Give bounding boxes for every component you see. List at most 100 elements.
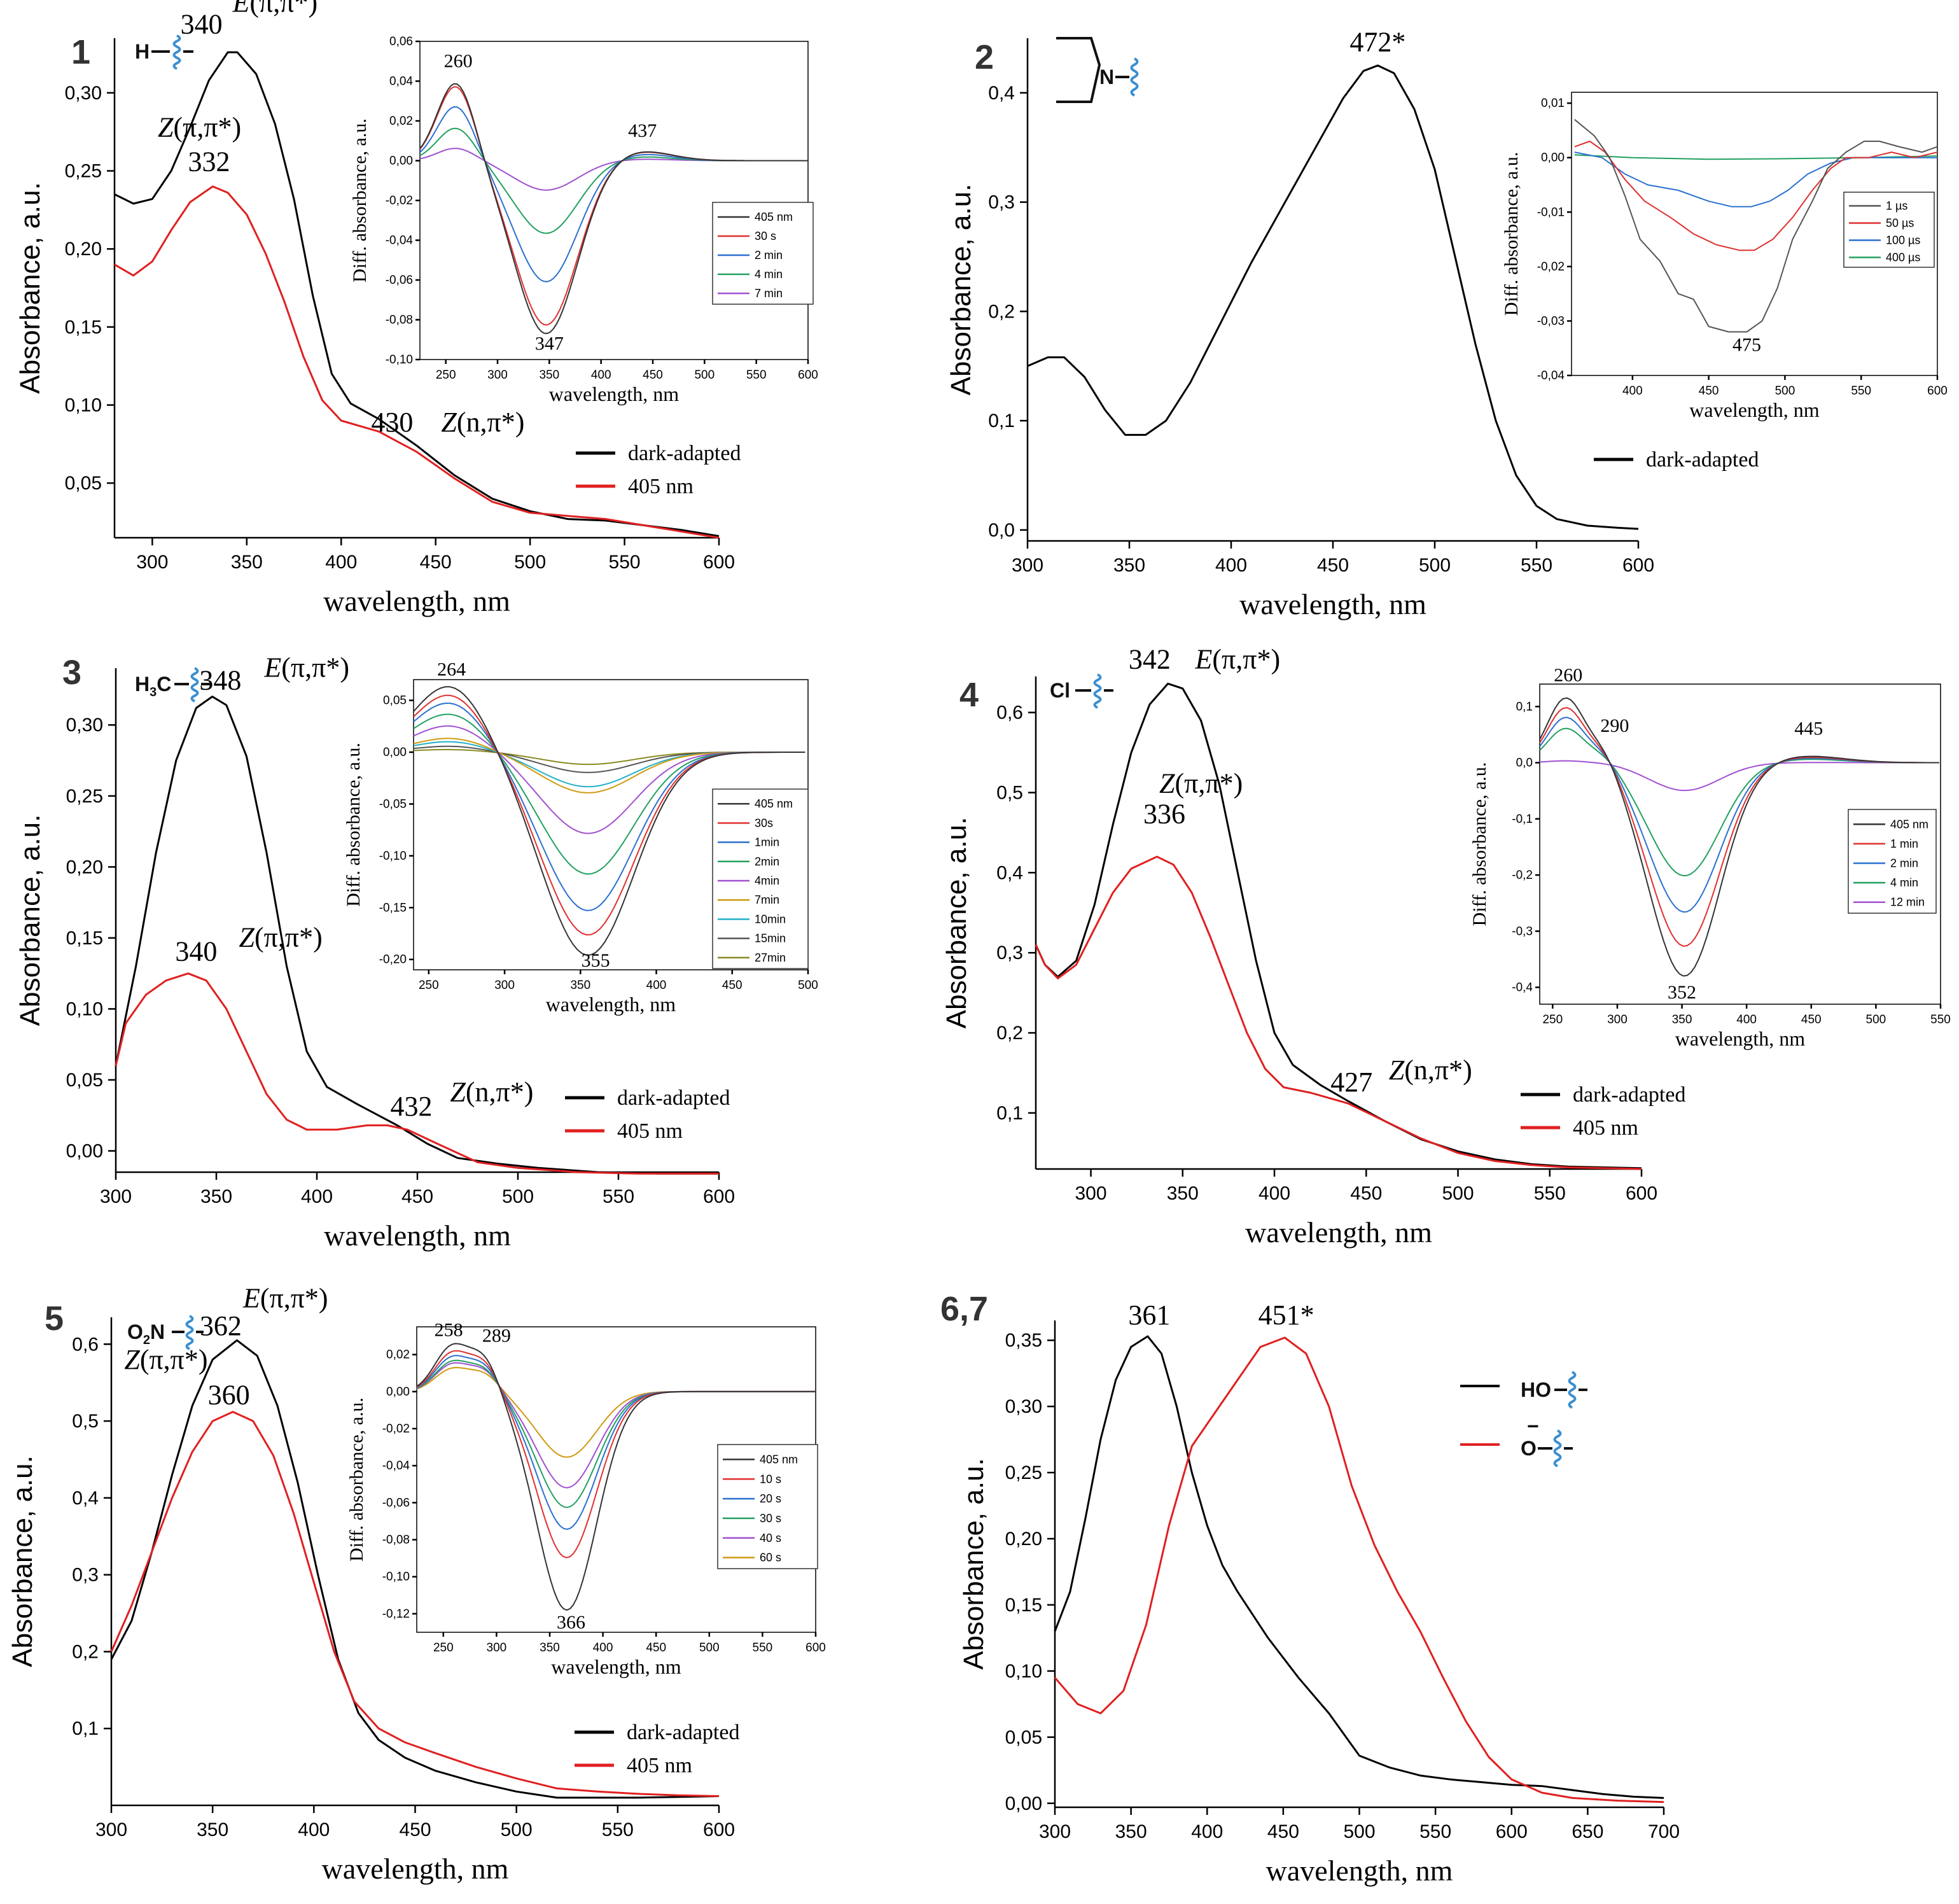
x-tick-label: 400	[298, 1819, 330, 1840]
panel-5: 300 350 400 450 500 550 600 0,1 0,2 0,3 0,4 0,5 0,6 w…	[7, 1282, 826, 1885]
inset-y-tick-label: -0,03	[1537, 314, 1565, 328]
x-tick-label: 500	[501, 1819, 533, 1840]
peak-annotation: E(π,π*)	[1195, 643, 1281, 675]
inset-chart: 250 300 350 400 450 500 550 -0,4 -0,3 -0,2 -0,1 0,0…	[1469, 665, 1951, 1050]
inset-x-tick-label: 600	[805, 1641, 826, 1655]
y-tick-label: 0,20	[1005, 1529, 1042, 1550]
peak-annotation: 332	[188, 146, 230, 178]
wavy-bond-icon	[185, 1315, 194, 1350]
inset-legend-label: 400 µs	[1886, 251, 1920, 264]
series-line-dark-adapted	[1027, 64, 1639, 530]
inset-y-tick-label: 0,00	[386, 1385, 410, 1399]
y-tick-label: 0,05	[65, 473, 102, 494]
x-tick-label: 600	[703, 1819, 735, 1840]
inset-x-tick-label: 500	[699, 1641, 720, 1655]
series-line-dark-adapted	[1035, 682, 1642, 1170]
inset-y-tick-label: -0,06	[386, 274, 413, 287]
inset-frame	[1571, 92, 1938, 376]
inset-y-tick-label: -0,20	[379, 953, 407, 967]
peak-annotation: 432	[391, 1091, 433, 1122]
inset-x-tick-label: 500	[798, 979, 818, 992]
x-tick-label: 600	[1496, 1821, 1528, 1842]
panel-1: 300 350 400 450 500 550 600 0,05 0,10 0,15 0,20 0,2…	[15, 0, 818, 617]
y-tick-label: 0,4	[72, 1488, 99, 1509]
inset-legend-box	[712, 202, 814, 305]
x-tick-label: 600	[1626, 1183, 1657, 1204]
y-tick-label: 0,1	[996, 1103, 1023, 1124]
legend-label-o: O	[1521, 1437, 1537, 1460]
inset-y-tick-label: -0,01	[1537, 206, 1565, 219]
inset-series-line	[413, 738, 805, 794]
peak-annotation: 361	[1128, 1299, 1170, 1331]
peak-annotation: 348	[199, 664, 241, 696]
panel-6-7: 300 350 400 450 500 550 600 650 700 0,00 0,05 0,10 0…	[940, 1290, 1680, 1887]
inset-y-tick-label: -0,08	[382, 1534, 410, 1547]
x-tick-label: 500	[502, 1186, 534, 1207]
inset-legend-box	[712, 788, 809, 969]
inset-series-line	[1539, 760, 1939, 792]
y-axis-title: Absorbance, a.u.	[958, 1458, 989, 1670]
inset-peak-annotation: 289	[482, 1325, 511, 1346]
y-tick-label: 0,6	[996, 703, 1023, 724]
peak-annotation: Z(π,π*)	[124, 1344, 207, 1375]
legend-label: 405 nm	[627, 1754, 692, 1777]
y-axis-title: Absorbance, a.u.	[945, 184, 977, 396]
panel-number: 5	[45, 1299, 64, 1338]
peak-annotation: Z(n,π*)	[1389, 1054, 1472, 1086]
y-axis-title: Absorbance, a.u.	[15, 815, 46, 1026]
inset-peak-annotation: 366	[557, 1612, 585, 1633]
x-tick-label: 550	[603, 1186, 634, 1207]
inset-legend-box	[1843, 192, 1935, 268]
inset-legend-box	[717, 1444, 818, 1569]
inset-y-axis-title: Diff. absorbance, a.u.	[349, 118, 370, 283]
inset-legend-label: 60 s	[760, 1551, 781, 1564]
wavy-bond-icon	[1093, 673, 1102, 709]
y-axis-title: Absorbance, a.u.	[15, 182, 46, 394]
inset-legend-label: 30 s	[760, 1512, 781, 1525]
inset-x-tick-label: 400	[1622, 384, 1643, 398]
inset-x-tick-label: 350	[539, 368, 559, 382]
inset-legend-label: 4min	[755, 874, 779, 887]
x-tick-label: 500	[1442, 1183, 1474, 1204]
inset-y-tick-label: 0,05	[383, 694, 407, 708]
x-axis-title: wavelength, nm	[1266, 1854, 1453, 1887]
inset-y-tick-label: 0,0	[1516, 757, 1533, 770]
x-tick-label: 400	[1215, 555, 1247, 576]
inset-legend-label: 4 min	[1890, 876, 1918, 889]
inset-peak-annotation: 260	[444, 51, 473, 72]
inset-y-tick-label: -0,05	[379, 797, 407, 811]
x-tick-label: 550	[602, 1819, 634, 1840]
inset-y-tick-label: -0,4	[1512, 981, 1533, 995]
inset-legend-label: 50 µs	[1886, 217, 1914, 230]
inset-y-tick-label: 0,1	[1516, 700, 1533, 713]
peak-annotation: 340	[175, 936, 217, 967]
x-tick-label: 300	[1075, 1183, 1107, 1204]
y-tick-label: 0,25	[66, 786, 103, 807]
panel-4: 300 350 400 450 500 550 600 0,1 0,2 0,3 0,4 0,5 0,6 w…	[941, 643, 1951, 1249]
inset-y-tick-label: -0,10	[382, 1571, 410, 1584]
inset-x-tick-label: 400	[591, 368, 611, 382]
legend-label: 405 nm	[617, 1119, 683, 1143]
inset-peak-annotation: 355	[582, 950, 610, 971]
inset-x-axis-title: wavelength, nm	[1689, 398, 1820, 421]
inset-y-tick-label: -0,12	[382, 1607, 410, 1621]
inset-y-tick-label: -0,02	[1537, 260, 1565, 274]
panel-number: 1	[71, 33, 90, 71]
x-tick-label: 450	[401, 1186, 433, 1207]
x-tick-label: 450	[399, 1819, 431, 1840]
y-tick-label: 0,10	[1005, 1661, 1042, 1682]
inset-chart: 250 300 350 400 450 500 550 600 -0,10 -0,08 -0,06 -…	[349, 35, 818, 405]
inset-legend-label: 30 s	[755, 230, 776, 242]
inset-y-tick-label: -0,1	[1512, 813, 1533, 826]
y-tick-label: 0,00	[66, 1141, 103, 1162]
wavy-bond-icon	[190, 667, 199, 703]
y-tick-label: 0,15	[1005, 1595, 1042, 1616]
inset-x-axis-title: wavelength, nm	[546, 993, 676, 1016]
x-tick-label: 350	[1167, 1183, 1199, 1204]
inset-x-axis-title: wavelength, nm	[1675, 1027, 1806, 1050]
y-tick-label: 0,5	[72, 1411, 99, 1432]
legend-label: dark-adapted	[617, 1086, 730, 1110]
x-tick-label: 600	[703, 1186, 735, 1207]
inset-y-tick-label: 0,00	[383, 746, 407, 759]
peak-annotation: E(π,π*)	[263, 652, 349, 683]
